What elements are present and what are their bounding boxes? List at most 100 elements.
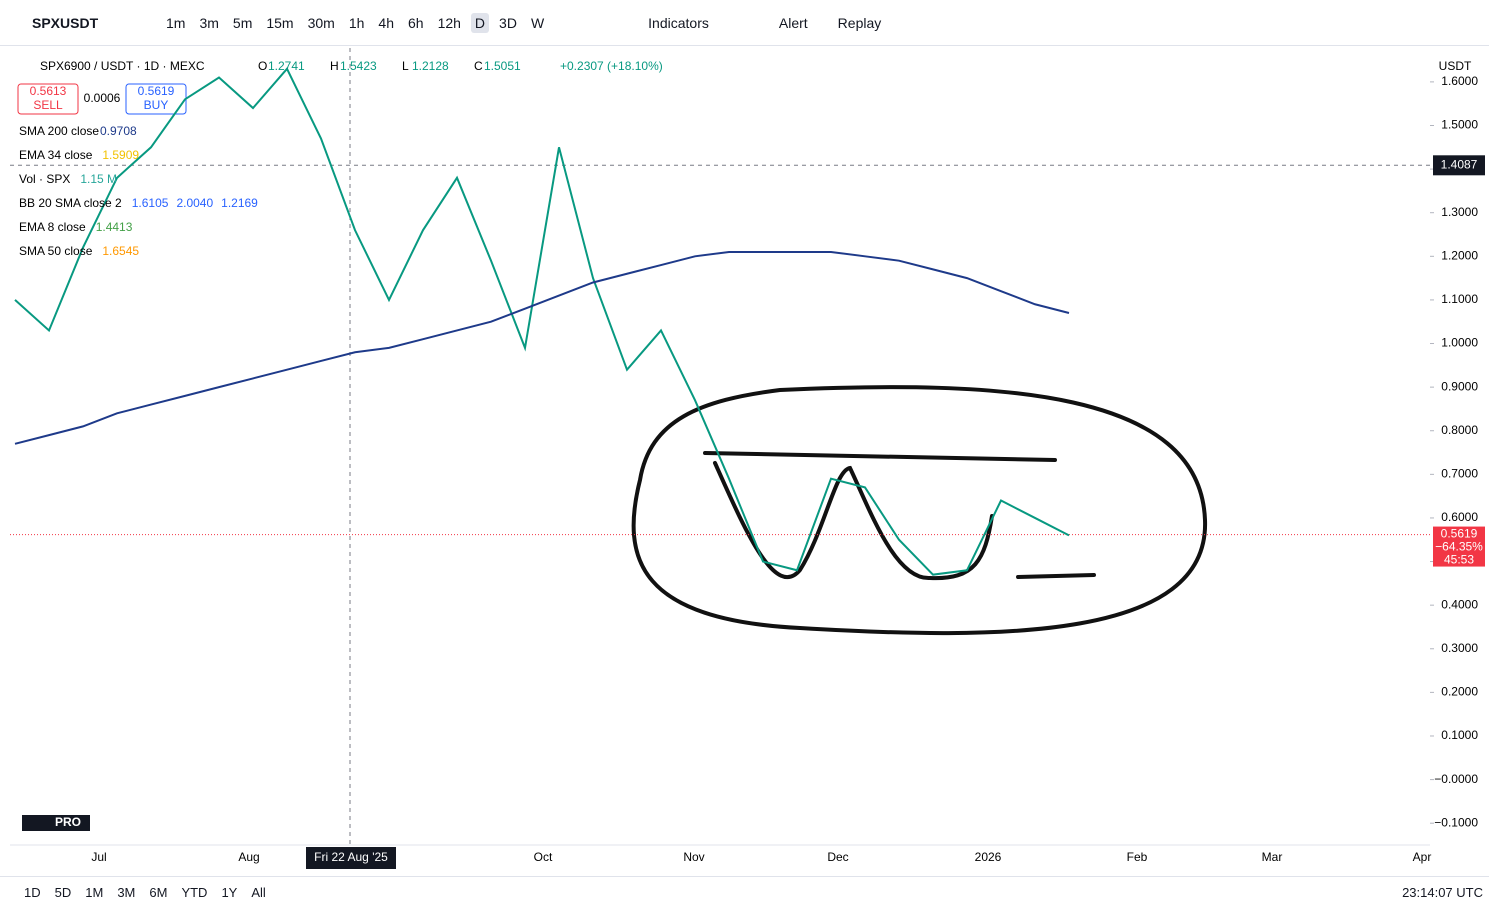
buy-price: 0.5619 [138,84,175,98]
y-tick-label: 0.9000 [1441,379,1478,393]
interval[interactable]: 5m [232,14,253,31]
interval[interactable]: W [530,14,545,31]
indicators-button[interactable]: Indicators [648,14,709,31]
chart: SPX6900 / USDT · 1D · MEXC +0.2307 (+18.… [10,48,1489,869]
y-tick-label: 0.8000 [1441,423,1478,437]
legend-value: 1.6545 [102,244,139,258]
y-tick-label: 1.5000 [1441,118,1478,132]
ohlc-label: L [402,59,409,73]
sell-button[interactable] [17,83,79,115]
x-tick-label: Mar [1262,850,1283,864]
interval[interactable]: 3m [199,14,219,31]
range-button[interactable]: 1D [24,884,41,900]
range-button[interactable]: 6M [149,884,168,900]
y-tick-label: 0.1000 [1441,728,1478,742]
interval[interactable]: 12h [437,14,461,31]
chart-title: SPX6900 / USDT · 1D · MEXC [40,59,205,73]
interval[interactable]: 4h [378,14,394,31]
sell-label: SELL [33,98,63,112]
ranges: 1D 5D 1M 3M 6M YTD 1Y All [24,885,266,900]
interval[interactable]: 1m [166,14,186,31]
sell-price: 0.5613 [30,84,67,98]
legend-name: EMA 34 close [19,148,93,162]
x-tick-label: Aug [238,850,259,864]
legend-value: 1.2169 [221,196,258,210]
change: +0.2307 (+18.10%) [560,59,663,73]
y-tick-label: 1.0000 [1441,336,1478,350]
interval[interactable]: 6h [407,14,424,31]
bottom-bar: 1D 5D 1M 3M 6M YTD 1Y All 23:14:07 UTC [0,876,1489,907]
legend-name: SMA 200 close [19,124,99,138]
clock: 23:14:07 UTC [1402,884,1483,900]
legend-name: EMA 8 close [19,220,86,234]
ohlc-value: 1.2741 [268,59,305,73]
alert-button[interactable]: Alert [778,14,808,31]
x-tick-label: Oct [534,850,553,864]
logo-text: PRO [55,815,81,829]
interval[interactable]: 30m [307,14,335,31]
symbol[interactable]: SPXUSDT [32,14,99,31]
legend-value: 1.5909 [102,148,139,162]
y-tick-label: 0.7000 [1441,467,1478,481]
legend-value: 0.9708 [100,124,137,138]
interval[interactable]: D [470,12,490,33]
range-button[interactable]: 1Y [221,884,238,900]
legend-name: Vol · SPX [19,172,70,186]
toolbar: SPXUSDT 1m 3m 5m 15m 30m 1h 4h 6h 12h D 3D W Indica… [0,0,1489,46]
series-line [14,250,1070,445]
ohlc-value: 1.5051 [484,59,521,73]
legend-name: BB 20 SMA close 2 [19,196,122,210]
buy-label: BUY [144,98,169,112]
range-button[interactable]: 3M [117,884,136,900]
legend-value: 1.15 M [80,172,117,186]
interval[interactable]: 15m [266,14,294,31]
x-tick-label: 2026 [975,850,1002,864]
y-tick-label: 0.3000 [1441,641,1478,655]
y-tick-label: 1.6000 [1441,74,1478,88]
x-tick-label: Jul [91,850,106,864]
legend-value: 2.0040 [176,196,213,210]
ohlc-value: 1.2128 [412,59,449,73]
crosshair-date-box [306,847,396,869]
y-tick-label: 1.2000 [1441,248,1478,262]
y-tick-label: −0.1000 [1434,815,1478,829]
last-price-change: −64.35% [1435,540,1483,554]
intervals: 1m 3m 5m 15m 30m 1h 4h 6h 12h D 3D W [162,12,548,33]
range-button[interactable]: All [251,884,266,900]
crosshair-price-box [1433,155,1485,176]
spread: 0.0006 [84,91,121,105]
y-tick-label: 1.3000 [1441,205,1478,219]
last-price-countdown: 45:53 [1444,553,1474,567]
crosshair-date: Fri 22 Aug '25 [314,850,388,864]
range-button[interactable]: 1M [85,884,104,900]
x-tick-label: Feb [1127,850,1148,864]
replay-button[interactable]: Replay [837,14,882,31]
price-axis [1430,48,1489,845]
ohlc-label: H [330,59,339,73]
last-price-label: 0.5619 [1441,527,1478,541]
legend-name: SMA 50 close [19,244,93,258]
x-tick-label: Apr [1413,850,1432,864]
ohlc-label: C [474,59,483,73]
logo [22,815,90,831]
y-tick-label: 0.6000 [1441,510,1478,524]
range-button[interactable]: 5D [54,884,72,900]
legend-value: 1.6105 [132,196,169,210]
currency[interactable]: USDT [1439,59,1472,73]
x-tick-label: Nov [683,850,704,864]
drawing [631,385,1208,636]
series-line [14,67,1070,576]
y-tick-label: 0.2000 [1441,685,1478,699]
ohlc-value: 1.5423 [340,59,377,73]
last-price-box [1433,526,1485,567]
y-tick-label: 1.1000 [1441,292,1478,306]
x-tick-label: Dec [827,850,848,864]
interval[interactable]: 1h [348,14,365,31]
range-button[interactable]: YTD [181,884,208,900]
interval[interactable]: 3D [499,14,517,31]
y-tick-label: 0.4000 [1441,597,1478,611]
ohlc-label: O [258,59,267,73]
crosshair-price: 1.4087 [1441,157,1478,171]
y-tick-label: −0.0000 [1434,772,1478,786]
